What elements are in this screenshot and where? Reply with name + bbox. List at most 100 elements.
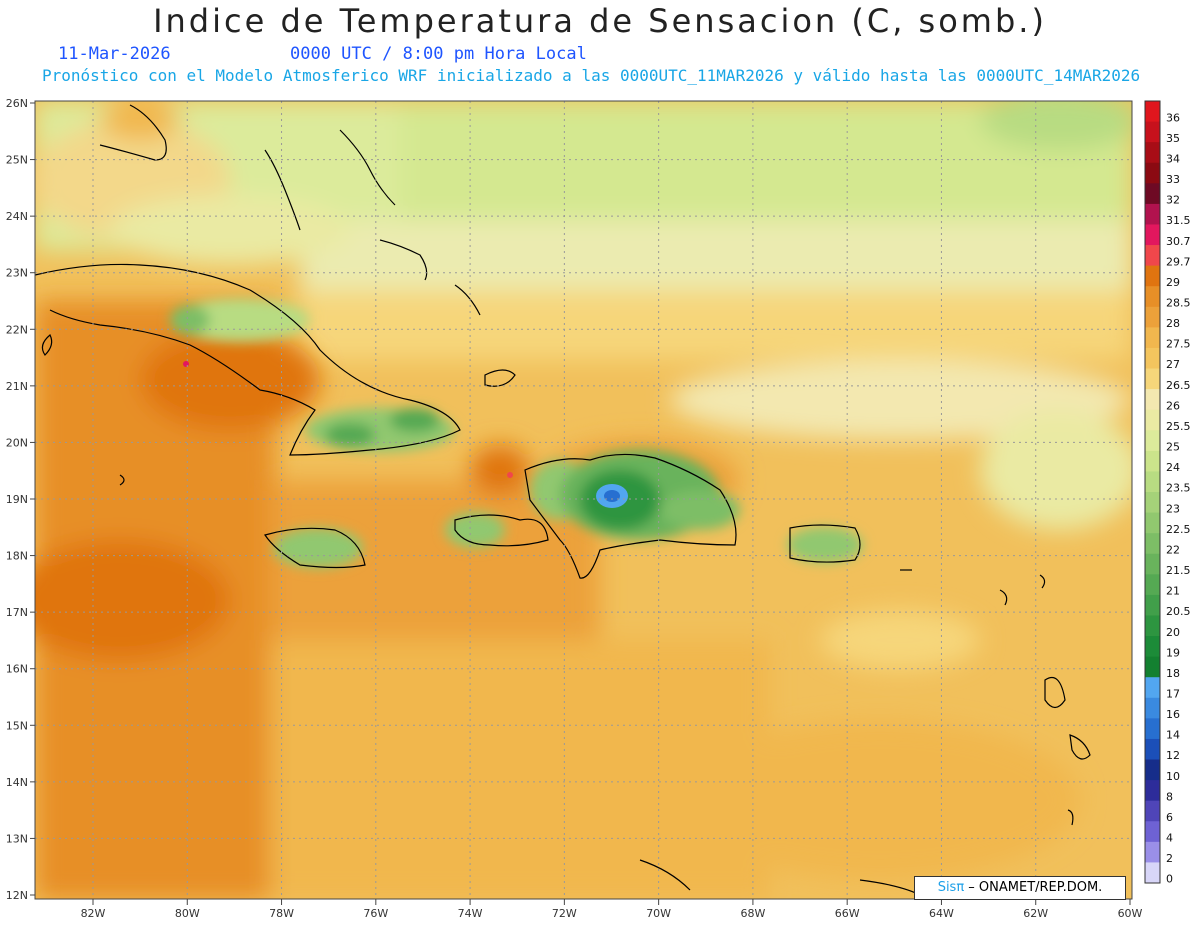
lon-label: 72W [552,907,577,920]
map-frame [34,100,1133,900]
graticule [35,101,1132,899]
colorbar-frame [1144,100,1161,884]
colorbar-label: 29 [1166,276,1180,289]
colorbar-label: 23 [1166,502,1180,515]
lat-label: 12N [6,889,28,902]
colorbar-swatch [1145,553,1160,575]
colorbar-label: 24 [1166,461,1180,474]
colorbar-swatch [1145,636,1160,658]
colorbar-swatch [1145,471,1160,493]
colorbar-label: 26.5 [1166,379,1191,392]
colorbar: 363534333231.530.729.72928.52827.52726.5… [1144,100,1191,886]
lat-label: 13N [6,832,28,845]
colorbar-swatch [1145,121,1160,143]
colorbar-swatch [1145,368,1160,390]
colorbar-swatch [1145,306,1160,328]
colorbar-label: 28 [1166,317,1180,330]
colorbar-swatch [1145,615,1160,637]
colorbar-label: 21.5 [1166,564,1191,577]
lat-label: 15N [6,719,28,732]
colorbar-label: 34 [1166,152,1180,165]
colorbar-label: 16 [1166,708,1180,721]
model-description: Pronóstico con el Modelo Atmosferico WRF… [42,66,1141,85]
colorbar-swatch [1145,327,1160,349]
lat-label: 24N [6,210,28,223]
lon-label: 66W [835,907,860,920]
colorbar-label: 19 [1166,646,1180,659]
colorbar-swatch [1145,347,1160,370]
credit-box: Sisπ – ONAMET/REP.DOM. [914,876,1126,900]
colorbar-swatch [1145,409,1160,431]
colorbar-label: 32 [1166,194,1180,207]
colorbar-label: 21 [1166,585,1180,598]
colorbar-swatch [1145,656,1160,678]
colorbar-label: 4 [1166,832,1173,845]
colorbar-swatch [1145,430,1160,452]
colorbar-label: 22 [1166,543,1180,556]
credit-brand: Sisπ [937,880,965,895]
colorbar-label: 25.5 [1166,420,1191,433]
colorbar-swatch [1145,101,1160,123]
lon-label: 76W [363,907,388,920]
colorbar-swatch [1145,862,1160,884]
colorbar-label: 14 [1166,729,1180,742]
lon-label: 70W [646,907,671,920]
colorbar-swatch [1145,142,1160,164]
colorbar-label: 12 [1166,749,1180,762]
lon-label: 68W [740,907,765,920]
colorbar-swatch [1145,286,1160,308]
colorbar-swatch [1145,203,1160,225]
lat-label: 19N [6,493,28,506]
lat-label: 26N [6,97,28,110]
colorbar-swatch [1145,738,1160,761]
lat-label: 18N [6,550,28,563]
colorbar-label: 10 [1166,770,1180,783]
colorbar-swatch [1145,389,1160,411]
colorbar-swatch [1145,759,1160,781]
colorbar-label: 20 [1166,626,1180,639]
colorbar-swatch [1145,224,1160,246]
colorbar-swatch [1145,594,1160,616]
colorbar-swatch [1145,492,1160,514]
colorbar-label: 17 [1166,688,1180,701]
map-title: Indice de Temperatura de Sensacion (C, s… [153,2,1047,40]
lon-label: 78W [269,907,294,920]
colorbar-swatch [1145,697,1160,719]
lon-label: 60W [1118,907,1143,920]
colorbar-label: 30.7 [1166,235,1191,248]
colorbar-swatch [1145,533,1160,555]
colorbar-label: 18 [1166,667,1180,680]
colorbar-swatch [1145,800,1160,822]
forecast-time: 0000 UTC / 8:00 pm Hora Local [290,44,587,64]
colorbar-label: 29.7 [1166,255,1191,268]
lat-label: 25N [6,154,28,167]
colorbar-label: 0 [1166,873,1173,886]
lat-label: 16N [6,663,28,676]
colorbar-label: 2 [1166,852,1173,865]
lat-label: 21N [6,380,28,393]
lon-label: 64W [929,907,954,920]
colorbar-label: 28.5 [1166,297,1191,310]
colorbar-label: 36 [1166,111,1180,124]
latitude-labels: 26N 25N 24N 23N 22N 21N 20N 19N 18N 17N 16N 15N 14N 1… [6,97,35,902]
colorbar-label: 35 [1166,132,1180,145]
lon-label: 62W [1023,907,1048,920]
colorbar-label: 26 [1166,399,1180,412]
lat-label: 23N [6,267,28,280]
colorbar-label: 27 [1166,358,1180,371]
credit-text: – ONAMET/REP.DOM. [964,880,1103,895]
colorbar-label: 23.5 [1166,482,1191,495]
colorbar-swatch [1145,841,1160,863]
colorbar-swatch [1145,265,1160,287]
colorbar-label: 20.5 [1166,605,1191,618]
colorbar-swatch [1145,245,1160,267]
lon-label: 82W [81,907,106,920]
lat-label: 14N [6,776,28,789]
longitude-labels: 82W 80W 78W 76W 74W 72W 70W 68W 66W 64W 62W 60W [81,899,1143,920]
colorbar-label: 31.5 [1166,214,1191,227]
colorbar-swatch [1145,718,1160,740]
colorbar-swatch [1145,183,1160,205]
lat-label: 20N [6,436,28,449]
colorbar-swatch [1145,512,1160,534]
